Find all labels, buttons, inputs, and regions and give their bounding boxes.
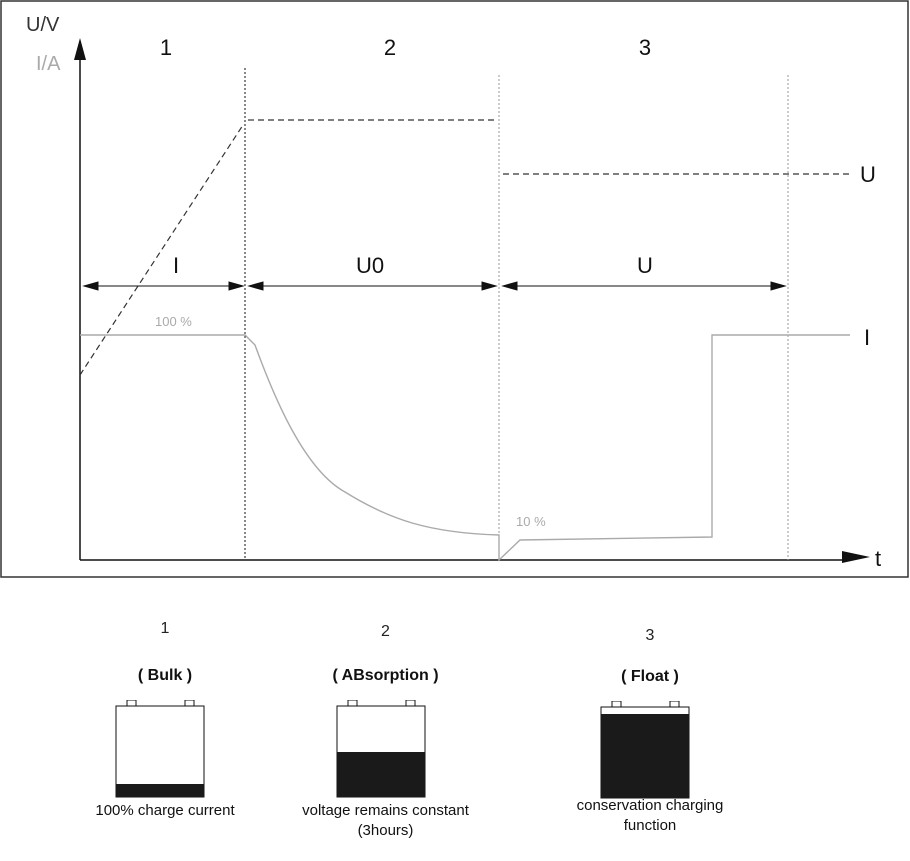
current-low-label: 10 % (516, 514, 546, 529)
stage-name: ( Float ) (621, 668, 679, 685)
phase-1-range-label: I (173, 253, 179, 278)
phase-1-range-arrow-left (82, 281, 99, 291)
phase-2-range-label: U0 (356, 253, 384, 278)
phase-3-range-arrow-right (770, 281, 787, 291)
stage-description-line-2: (3hours) (357, 822, 414, 839)
voltage-curve-label: U (860, 162, 876, 187)
stage-number: 3 (645, 627, 655, 644)
phase-2-range-arrow-right (481, 281, 498, 291)
diagram-frame (0, 0, 909, 578)
stage-name: ( ABsorption ) (332, 667, 439, 684)
stage-bulk: 1 ( Bulk ) 100% charge current (70, 620, 260, 821)
stage-number: 1 (160, 620, 170, 637)
phase-2-number: 2 (384, 35, 396, 60)
charging-diagram: U/V I/A t 1 2 3 U I 100 % 10 % I U0 U (0, 0, 909, 578)
stage-description-line-1: voltage remains constant (302, 802, 469, 819)
y-axis-arrow (74, 38, 86, 60)
current-curve (80, 334, 850, 562)
stage-description-line-1: 100% charge current (95, 802, 235, 819)
battery-terminal-right (405, 700, 415, 707)
battery-terminal-left (126, 700, 137, 707)
current-curve-label: I (864, 325, 870, 350)
phase-3-number: 3 (639, 35, 651, 60)
battery-terminal-right (669, 701, 680, 708)
phase-2-range-arrow-left (247, 281, 264, 291)
phase-3-range-label: U (637, 253, 653, 278)
battery-icon (600, 701, 690, 799)
stage-description-line-2: function (623, 817, 677, 834)
battery-icon (336, 700, 425, 798)
battery-terminal-left (347, 700, 357, 707)
voltage-curve-bulk (79, 124, 244, 376)
phase-3-range-arrow-left (501, 281, 518, 291)
stage-number: 2 (381, 623, 390, 640)
phase-1-number: 1 (160, 35, 172, 60)
phase-1-range-arrow-right (228, 281, 245, 291)
current-full-label: 100 % (155, 314, 192, 329)
battery-charge-level (601, 714, 689, 798)
battery-charge-level (336, 752, 425, 797)
battery-icon (115, 700, 205, 798)
battery-terminal-left (611, 701, 622, 708)
stage-description-line-1: conservation charging (576, 797, 724, 814)
battery-charge-level (116, 784, 204, 797)
battery-terminal-right (184, 700, 195, 707)
x-axis-arrow (842, 551, 870, 563)
y-axis-label-voltage: U/V (26, 14, 60, 36)
stage-float: 3 ( Float ) conservation charging functi… (540, 627, 760, 836)
stage-name: ( Bulk ) (137, 667, 193, 684)
battery-body (115, 705, 205, 798)
stage-absorption: 2 ( ABsorption ) voltage remains constan… (278, 623, 493, 841)
y-axis-label-current: I/A (36, 53, 61, 75)
x-axis-label: t (875, 546, 881, 571)
